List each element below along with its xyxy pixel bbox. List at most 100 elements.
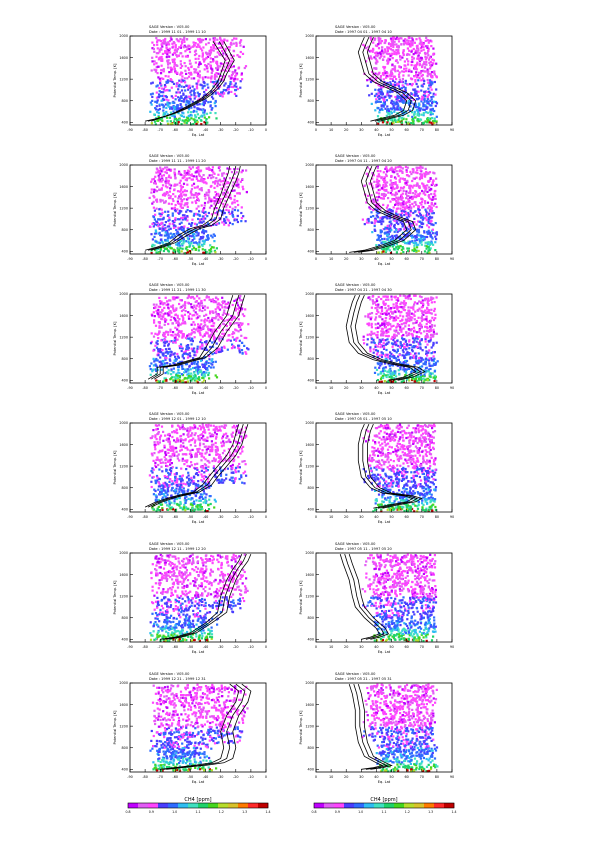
scatter-point [222,193,225,196]
scatter-point [426,75,429,78]
scatter-point [397,228,400,231]
scatter-point [175,53,178,57]
scatter-point [209,111,212,114]
scatter-point [180,314,183,317]
scatter-point [198,213,201,217]
scatter-point [405,216,408,219]
scatter-point [374,318,377,321]
scatter-point [203,207,206,210]
scatter-point [388,249,391,252]
scatter-point [240,299,243,302]
scatter-point [417,249,420,252]
scatter-point [410,70,413,73]
scatter-point [198,54,201,58]
scatter-point [378,195,381,198]
scatter-point [391,170,394,173]
scatter-point [218,199,221,203]
scatter-point [174,326,177,329]
y-tick-label: 400 [308,250,314,254]
scatter-point [421,121,424,125]
scatter-point [238,297,241,300]
scatter-point [237,330,240,333]
panel-title: SAGE Version : V05.00 [149,154,190,158]
scatter-point [210,46,213,49]
scatter-point [411,202,414,205]
scatter-point [193,229,197,232]
scatter-point [239,40,242,43]
panel-title: SAGE Version : V05.00 [149,25,190,29]
scatter-point [174,210,177,213]
scatter-point [177,248,180,252]
scatter-point [176,108,179,112]
scatter-point [174,225,177,228]
scatter-point [175,38,178,41]
scatter-point [207,76,210,79]
scatter-point [191,248,194,251]
scatter-point [377,311,380,314]
scatter-point [380,108,383,111]
scatter-point [414,190,417,193]
scatter-point [203,373,206,376]
scatter-point [188,237,191,240]
y-tick-label: 2000 [305,163,314,167]
scatter-point [224,188,227,191]
scatter-point [384,39,387,42]
x-tick-label: -60 [173,386,179,390]
scatter-point [169,318,172,322]
scatter-point [371,221,374,224]
scatter-point [197,217,200,221]
scatter-point [191,296,194,299]
scatter-point [172,110,175,113]
scatter-point [412,211,415,215]
scatter-point [158,300,162,303]
scatter-point [199,62,202,65]
scatter-point [386,111,389,114]
scatter-point [239,328,242,331]
scatter-point [196,345,199,348]
scatter-point [375,191,378,194]
scatter-point [213,202,216,205]
scatter-point [155,101,159,104]
scatter-point [411,224,414,227]
scatter-point [164,341,167,344]
scatter-point [182,92,185,95]
scatter-point [392,104,395,108]
scatter-point [427,241,430,244]
scatter-point [421,374,424,377]
scatter-point [160,117,164,120]
scatter-point [205,191,208,194]
scatter-point [385,311,388,314]
scatter-point [434,194,437,197]
scatter-point [208,197,211,200]
scatter-point [409,105,412,108]
scatter-point [190,89,193,92]
scatter-point [404,183,407,186]
scatter-point [432,59,435,62]
scatter-point [170,247,173,250]
scatter-point [404,318,407,321]
scatter-point [176,314,179,317]
scatter-point [194,114,197,117]
scatter-point [404,302,407,305]
scatter-point [221,41,224,44]
scatter-point [179,190,182,193]
scatter-point [159,249,162,252]
scatter-point [196,197,200,200]
y-tick-label: 2000 [119,34,128,38]
scatter-point [247,348,250,351]
scatter-point [391,49,394,52]
scatter-point [397,198,400,201]
scatter-point [204,181,207,184]
scatter-point [422,43,425,46]
scatter-point [193,109,196,112]
scatter-point [211,331,215,334]
scatter-point [241,322,244,325]
scatter-point [395,210,398,213]
scatter-point [385,71,388,74]
scatter-point [389,251,393,255]
scatter-point [390,40,394,43]
scatter-point [216,60,219,64]
scatter-point [207,176,210,179]
scatter-point [185,95,188,98]
scatter-point [171,334,174,337]
